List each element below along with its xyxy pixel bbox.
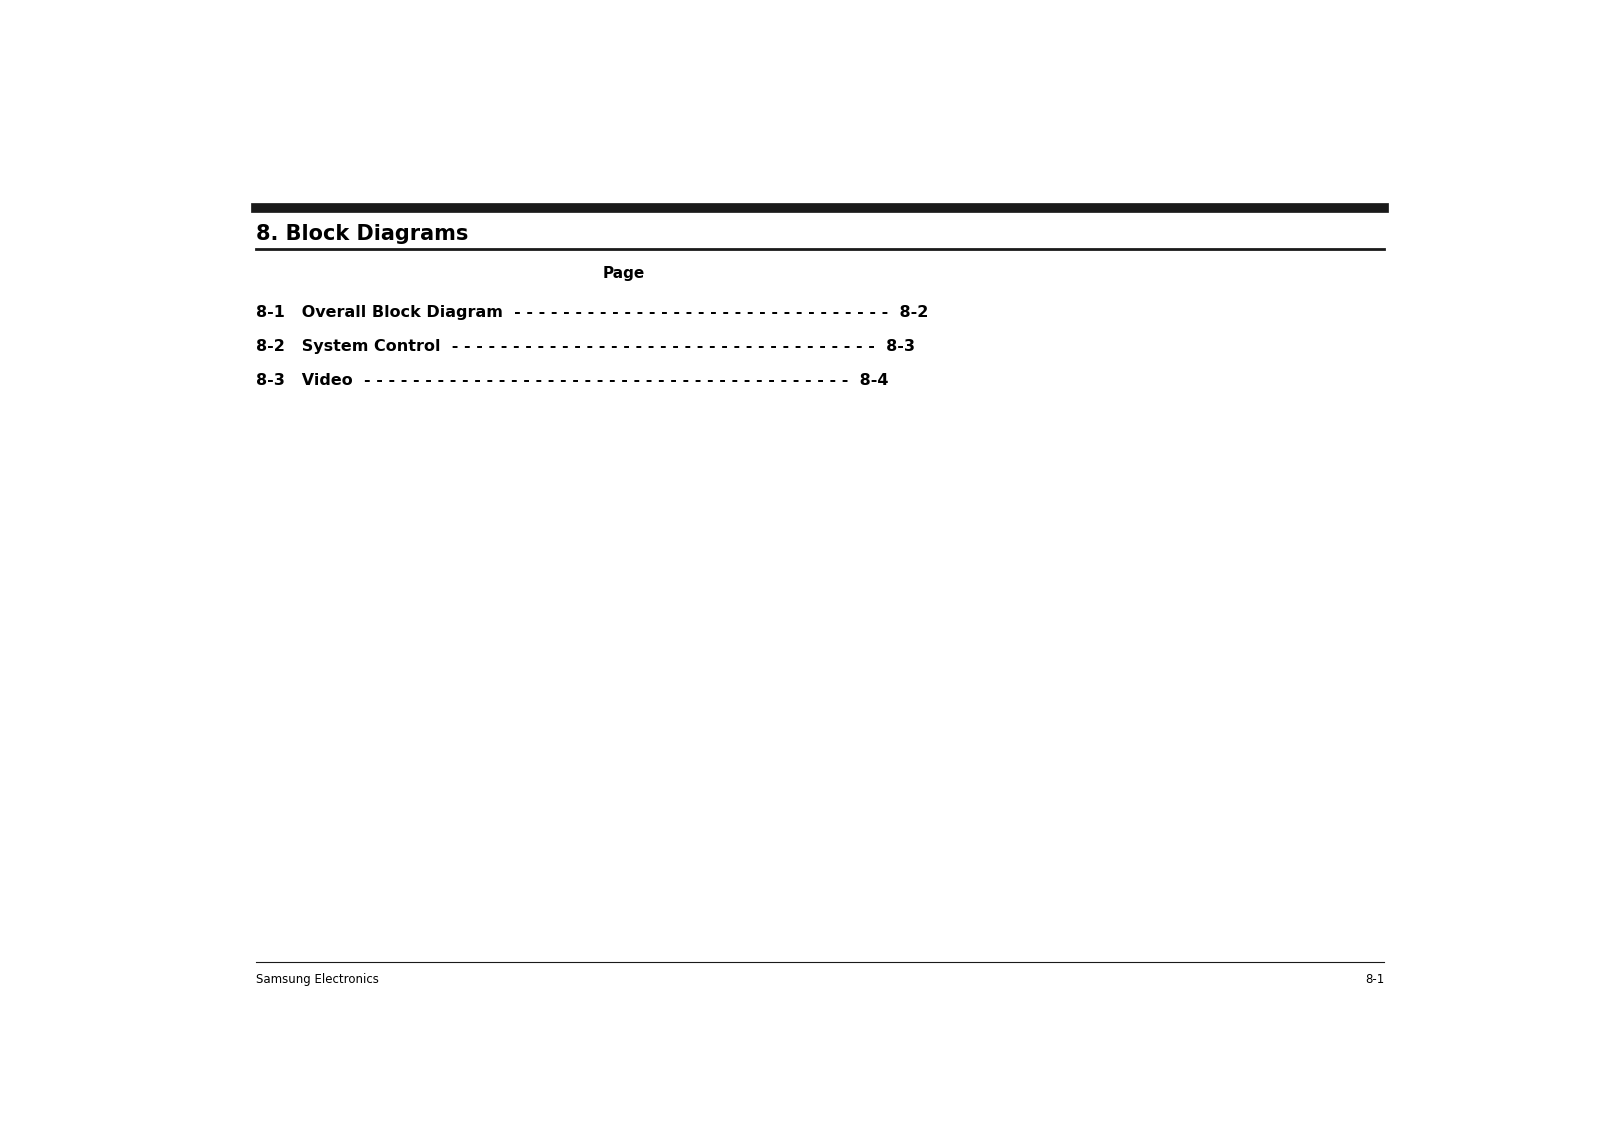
Text: 8-2   System Control  - - - - - - - - - - - - - - - - - - - - - - - - - - - - - : 8-2 System Control - - - - - - - - - - -… xyxy=(256,340,915,354)
Text: 8-1: 8-1 xyxy=(1365,974,1384,986)
Text: Samsung Electronics: Samsung Electronics xyxy=(256,974,379,986)
Text: 8-3   Video  - - - - - - - - - - - - - - - - - - - - - - - - - - - - - - - - - -: 8-3 Video - - - - - - - - - - - - - - - … xyxy=(256,374,888,388)
Text: 8. Block Diagrams: 8. Block Diagrams xyxy=(256,224,469,245)
Text: 8-1   Overall Block Diagram  - - - - - - - - - - - - - - - - - - - - - - - - - -: 8-1 Overall Block Diagram - - - - - - - … xyxy=(256,306,928,320)
Text: Page: Page xyxy=(603,266,645,281)
